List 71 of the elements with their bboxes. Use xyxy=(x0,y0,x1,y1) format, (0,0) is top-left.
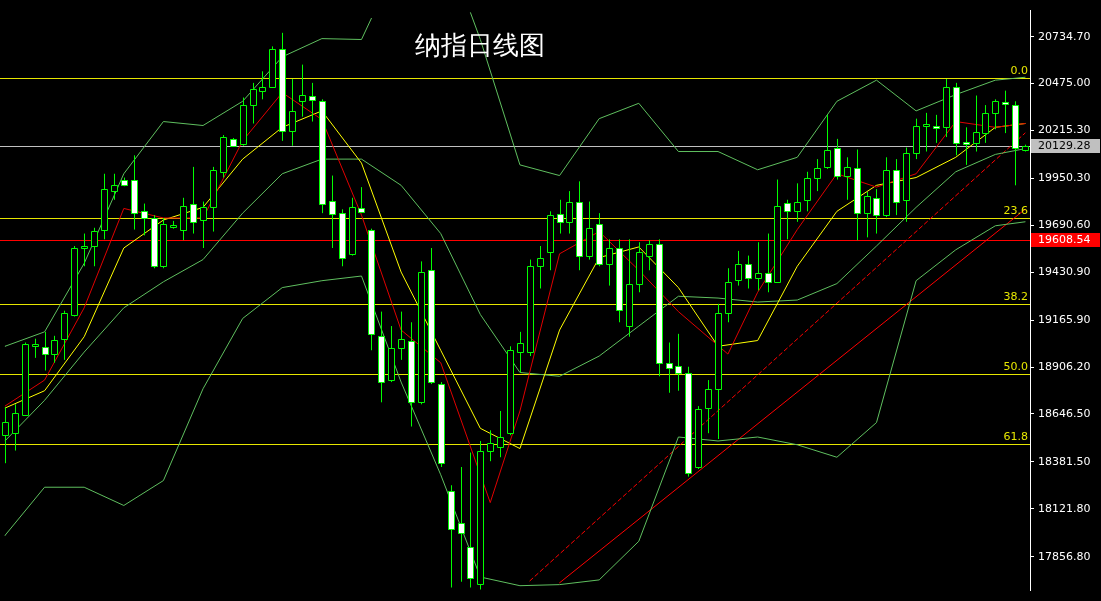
y-tick-label: 17856.80 xyxy=(1038,549,1091,563)
y-tick-label: 20129.28 xyxy=(1038,138,1091,152)
y-tick-label: 18121.80 xyxy=(1038,501,1091,515)
candlestick xyxy=(923,112,930,153)
y-tick-label: 20734.70 xyxy=(1038,29,1091,43)
candlestick xyxy=(992,98,999,130)
candlestick xyxy=(42,331,49,372)
annotation: 61.8 xyxy=(1003,430,1028,444)
candlestick xyxy=(12,403,19,452)
candlestick xyxy=(844,156,851,201)
y-tick-label: 20475.00 xyxy=(1038,76,1091,90)
candlestick xyxy=(745,255,752,289)
annotation: 0.0 xyxy=(1010,64,1028,78)
candlestick xyxy=(190,166,197,235)
candlestick xyxy=(299,64,306,118)
candlestick xyxy=(804,171,811,212)
candlestick xyxy=(755,241,762,291)
candlestick xyxy=(32,338,39,359)
candlestick xyxy=(675,333,682,392)
candlestick xyxy=(646,239,653,271)
y-tick-label: 18646.50 xyxy=(1038,406,1091,420)
candlestick xyxy=(824,114,831,170)
candlestick xyxy=(141,203,148,236)
candlestick xyxy=(666,342,673,394)
candlestick xyxy=(111,173,118,201)
candlestick xyxy=(963,126,970,166)
y-tick-label: 18381.50 xyxy=(1038,454,1091,468)
candlestick xyxy=(259,70,266,100)
y-tick-label: 19608.54 xyxy=(1038,232,1091,246)
candlestick xyxy=(705,379,712,434)
y-tick-label: 19950.30 xyxy=(1038,171,1091,185)
candlestick xyxy=(81,233,88,267)
candlestick xyxy=(398,311,405,361)
annotation: 50.0 xyxy=(1003,360,1028,374)
candlestick xyxy=(250,82,257,125)
y-tick-label: 19165.90 xyxy=(1038,312,1091,326)
candlestick xyxy=(200,201,207,249)
annotation: 38.2 xyxy=(1003,290,1028,304)
candlestick xyxy=(566,190,573,235)
y-tick-label: 20215.30 xyxy=(1038,123,1091,137)
candlestick xyxy=(497,410,504,458)
candlestick xyxy=(873,188,880,235)
candlestick xyxy=(2,406,9,464)
candlestick xyxy=(814,158,821,192)
candlestick xyxy=(606,238,613,287)
y-tick-label: 19430.90 xyxy=(1038,265,1091,279)
candlestick xyxy=(458,466,465,583)
candlestick xyxy=(289,78,296,147)
candlestick xyxy=(487,429,494,462)
y-tick-label: 18906.20 xyxy=(1038,359,1091,373)
candlestick xyxy=(329,175,336,249)
candlestick xyxy=(51,335,58,364)
candlestick xyxy=(91,227,98,267)
candlestick xyxy=(982,104,989,144)
candlestick xyxy=(864,191,871,238)
candlestick xyxy=(784,199,791,240)
text: 纳指日线图 xyxy=(415,29,545,62)
candlestick xyxy=(794,182,801,223)
annotation: 23.6 xyxy=(1003,204,1028,218)
candlestick xyxy=(973,95,980,153)
candlestick xyxy=(1002,90,1009,134)
candlestick xyxy=(309,82,316,123)
candlestick xyxy=(557,199,564,235)
candlestick xyxy=(180,197,187,241)
candlestick xyxy=(765,233,772,293)
candlestick xyxy=(537,245,544,289)
y-tick-label: 19690.60 xyxy=(1038,218,1091,232)
candlestick xyxy=(933,114,940,144)
candlestick xyxy=(517,331,524,373)
candlestick xyxy=(735,250,742,287)
candlestick xyxy=(358,186,365,214)
